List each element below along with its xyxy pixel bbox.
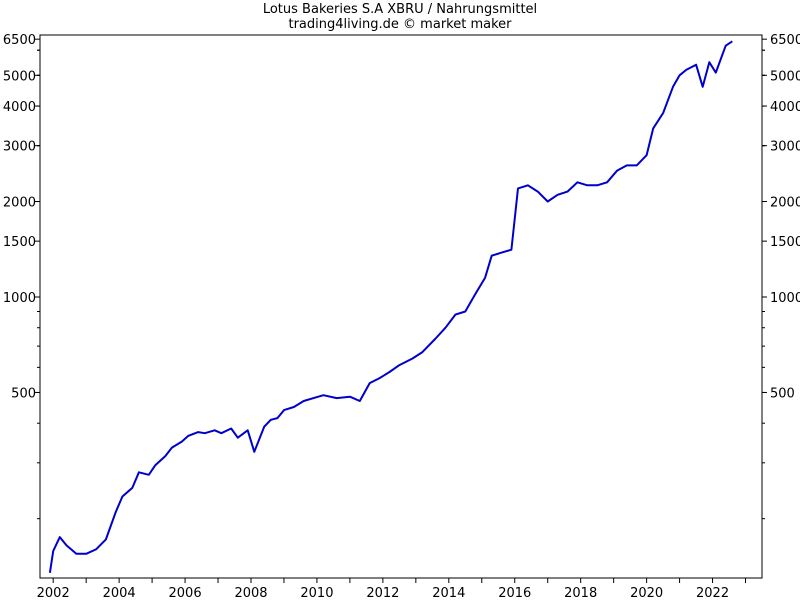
x-tick-label: 2014 <box>432 586 465 600</box>
x-tick-label: 2020 <box>630 586 663 600</box>
y-tick-label-right: 1500 <box>770 235 800 250</box>
y-tick-label-left: 3000 <box>3 140 36 155</box>
y-tick-label-left: 500 <box>11 386 36 401</box>
x-tick-label: 2018 <box>564 586 597 600</box>
x-tick-label: 2002 <box>37 586 70 600</box>
x-tick-label: 2004 <box>103 586 136 600</box>
y-tick-label-left: 4000 <box>3 100 36 115</box>
y-tick-label-left: 6500 <box>3 33 36 48</box>
y-tick-label-left: 1500 <box>3 235 36 250</box>
x-tick-label: 2006 <box>169 586 202 600</box>
x-tick-label: 2016 <box>498 586 531 600</box>
y-tick-label-right: 1000 <box>770 291 800 306</box>
y-tick-label-right: 2000 <box>770 196 800 211</box>
x-tick-label: 2010 <box>300 586 333 600</box>
y-tick-label-left: 5000 <box>3 69 36 84</box>
chart-title: Lotus Bakeries S.A XBRU / Nahrungsmittel <box>263 2 537 17</box>
y-tick-label-right: 4000 <box>770 100 800 115</box>
series-line <box>48 40 733 573</box>
axes: 6500 6500 5000 5000 4000 4000 3000 3000 2000 2000… <box>3 33 800 600</box>
x-tick-label: 2022 <box>696 586 729 600</box>
x-tick-label: 2008 <box>234 586 267 600</box>
y-tick-label-left: 1000 <box>3 291 36 306</box>
y-tick-label-right: 3000 <box>770 140 800 155</box>
chart-subtitle: trading4living.de © market maker <box>288 17 512 32</box>
x-tick-label: 2012 <box>366 586 399 600</box>
y-tick-label-left: 2000 <box>3 196 36 211</box>
plot-frame <box>39 34 763 579</box>
y-tick-label-right: 500 <box>770 386 795 401</box>
y-tick-label-right: 5000 <box>770 69 800 84</box>
y-tick-label-right: 6500 <box>770 33 800 48</box>
